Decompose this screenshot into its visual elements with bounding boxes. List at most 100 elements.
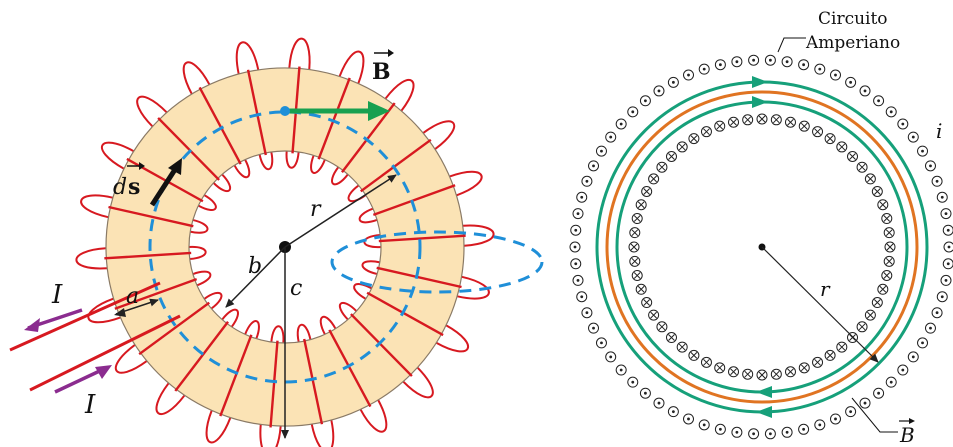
inner-cross-marker [635, 283, 647, 295]
outer-dot-marker [627, 106, 639, 118]
inner-cross-marker [836, 341, 848, 353]
outer-dot-marker [897, 364, 909, 376]
outer-dot-marker [570, 258, 582, 270]
coil-turn-outer-loop [288, 37, 311, 70]
outer-dot-marker [683, 413, 695, 425]
outer-dot-marker [829, 413, 841, 425]
coil-turn-front [157, 117, 220, 181]
outer-dot-marker [714, 423, 726, 435]
inner-cross-marker [856, 321, 868, 333]
coil-turn-inner-loop [244, 320, 260, 340]
radius-arrow [761, 246, 879, 363]
inner-cross-marker [756, 369, 768, 381]
coil-turn-outer-loop [259, 424, 282, 447]
inner-cross-marker [824, 133, 836, 145]
coil-turn-outer-loop [205, 410, 232, 444]
svg-text:d: d [113, 175, 127, 200]
outer-dot-marker [615, 364, 627, 376]
inner-cross-marker [856, 161, 868, 173]
outer-dot-marker [873, 95, 885, 107]
inner-cross-marker [864, 309, 876, 321]
coil-turn-front [114, 277, 198, 310]
outer-dot-marker [907, 131, 919, 143]
coil-turn-outer-loop [384, 78, 415, 112]
inner-cross-marker [631, 213, 643, 225]
inner-cross-marker [812, 356, 824, 368]
outer-dot-marker [897, 118, 909, 130]
outer-dot-marker [605, 131, 617, 143]
coil-turn-front [366, 291, 444, 337]
outer-dot-marker [714, 59, 726, 71]
coil-turn-front [246, 69, 267, 156]
coil-turn-inner-loop [197, 194, 217, 211]
outer-dot-marker [943, 241, 953, 253]
inner-cross-marker [881, 269, 893, 281]
coil-turn-front [138, 301, 210, 356]
inner-cross-marker [728, 116, 740, 128]
inner-cross-marker [648, 173, 660, 185]
outer-dot-marker [748, 428, 760, 440]
coil-turn-outer-loop [114, 344, 148, 374]
outer-dot-marker [605, 351, 617, 363]
coil-turn-inner-loop [361, 260, 381, 276]
inner-cross-marker [756, 113, 768, 125]
coil-turn-inner-loop [203, 291, 223, 310]
outer-dot-marker [781, 56, 793, 68]
outer-dot-marker [917, 337, 929, 349]
outer-dot-marker [698, 419, 710, 431]
outer-dot-marker [873, 387, 885, 399]
inner-cross-marker [784, 116, 796, 128]
outer-dot-marker [683, 69, 695, 81]
outer-dot-marker [569, 241, 581, 253]
inner-cross-marker [714, 120, 726, 132]
outer-dot-marker [942, 224, 953, 236]
outer-dot-marker [859, 85, 871, 97]
coil-turn-front [341, 102, 396, 173]
ds-vector [149, 158, 182, 207]
inner-cross-marker [798, 362, 810, 374]
coil-turn-inner-loop [285, 150, 300, 169]
outer-dot-marker [924, 322, 936, 334]
outer-dot-marker [588, 322, 600, 334]
radius-r-label: r [820, 277, 831, 301]
amperian-title-line1: Circuito [818, 9, 888, 29]
field-direction-arrows [752, 76, 772, 418]
coil-turn-front [378, 234, 466, 243]
coil-turn-outer-loop [422, 120, 456, 150]
b-label: b [248, 254, 262, 279]
coil-turn-outer-loop [87, 297, 121, 324]
inner-cross-marker [665, 150, 677, 162]
coil-turn-front [269, 340, 279, 428]
inner-cross-marker [784, 366, 796, 378]
outer-dot-marker [814, 419, 826, 431]
inner-cross-marker [635, 199, 647, 211]
inner-cross-marker [871, 185, 883, 197]
coil-turn-front [328, 329, 372, 408]
inner-cross-marker [742, 368, 754, 380]
inner-cross-marker [883, 227, 895, 239]
inner-cross-marker [770, 368, 782, 380]
inner-cross-marker [665, 332, 677, 344]
inner-cross-marker [656, 321, 668, 333]
radius-r-arrow [284, 174, 397, 248]
outer-dot-marker [595, 337, 607, 349]
coil-turn-front [108, 205, 194, 228]
outer-dot-marker [885, 376, 897, 388]
coil-turn-outer-loop [235, 41, 260, 75]
inner-cross-marker [847, 150, 859, 162]
coil-turn-front [360, 138, 432, 193]
coil-turn-outer-loop [402, 366, 434, 399]
outer-dot-marker [581, 307, 593, 319]
inner-cross-marker [714, 362, 726, 374]
coil-turn-inner-loop [258, 151, 274, 171]
coil-turn-outer-loop [136, 95, 168, 128]
outer-dot-marker [595, 145, 607, 157]
coil-turn-inner-loop [189, 218, 209, 234]
amperian-loop-ellipse [330, 230, 544, 294]
coil-turn-outer-loop [182, 61, 211, 95]
outer-dot-marker [931, 307, 943, 319]
coil-turn-outer-loop [80, 194, 113, 219]
inner-cross-marker [881, 213, 893, 225]
coil-turn-front [219, 334, 253, 417]
